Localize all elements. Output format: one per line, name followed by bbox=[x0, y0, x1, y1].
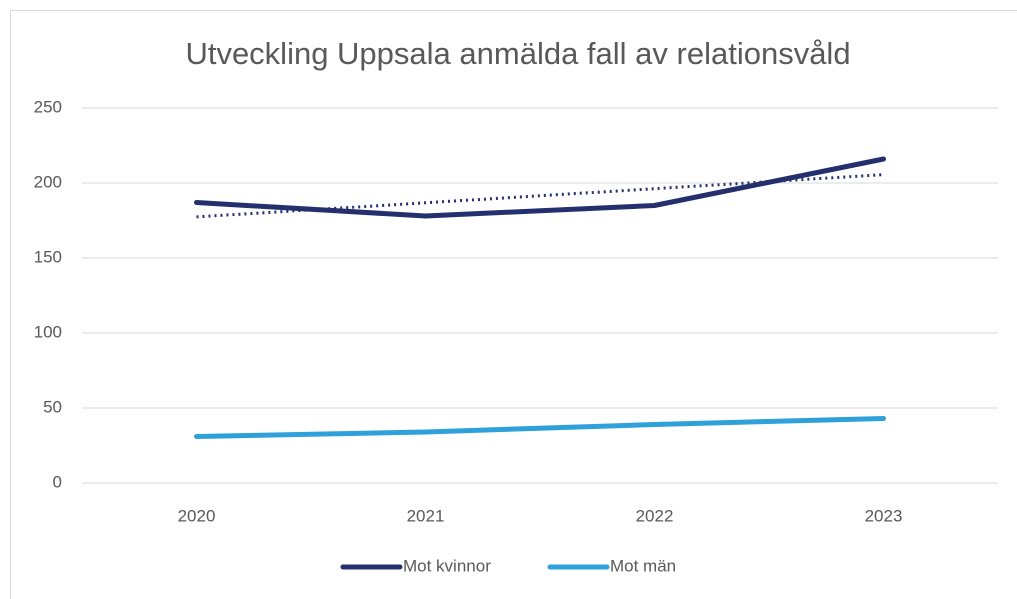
trendline bbox=[196, 173, 884, 219]
x-tick-label: 2021 bbox=[407, 506, 445, 525]
x-tick-label: 2023 bbox=[865, 506, 903, 525]
series-line bbox=[194, 416, 886, 439]
x-tick-label: 2020 bbox=[178, 506, 216, 525]
y-tick-label: 100 bbox=[34, 322, 62, 341]
y-tick-label: 250 bbox=[34, 97, 62, 116]
x-tick-label: 2022 bbox=[636, 506, 674, 525]
legend-label: Mot män bbox=[610, 556, 676, 575]
y-tick-label: 50 bbox=[43, 397, 62, 416]
chart-frame bbox=[10, 10, 1017, 599]
legend-label: Mot kvinnor bbox=[403, 556, 491, 575]
y-tick-label: 200 bbox=[34, 172, 62, 191]
chart-title: Utveckling Uppsala anmälda fall av relat… bbox=[185, 36, 850, 71]
y-tick-label: 150 bbox=[34, 247, 62, 266]
y-tick-label: 0 bbox=[53, 472, 62, 491]
